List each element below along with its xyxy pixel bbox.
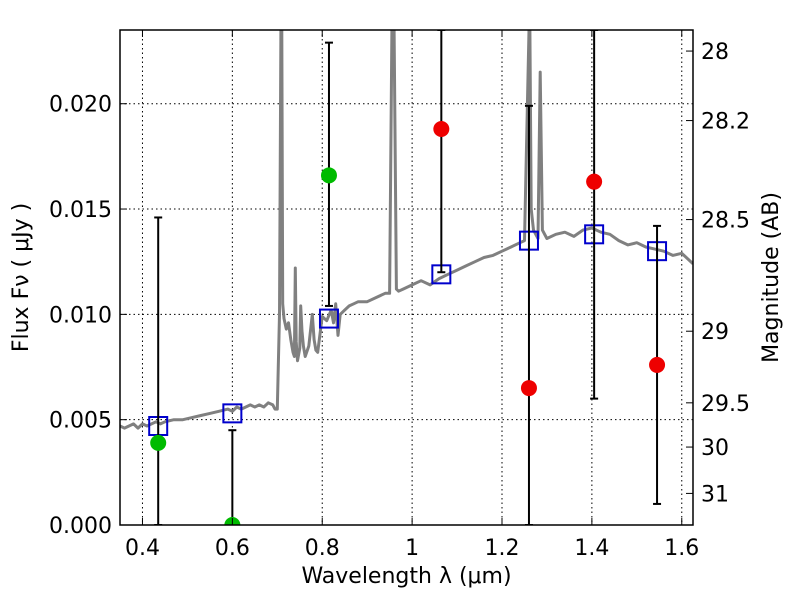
- y2-tick-label: 31: [701, 482, 729, 507]
- y2-tick-label: 28.5: [701, 209, 750, 234]
- x-tick-label: 1.4: [574, 536, 609, 561]
- grid-lines: [120, 30, 693, 526]
- x-axis: 0.4 0.6 0.8 1 1.2 1.4 1.6: [125, 30, 699, 561]
- model-square-point: [222, 403, 243, 424]
- y-tick-label: 0.020: [49, 93, 112, 118]
- y-axis-left: 0.000 0.005 0.010 0.015 0.020: [49, 93, 127, 539]
- photometry-circle-point: [150, 434, 167, 451]
- y-axis-label: Flux Fν ( μJy ): [9, 203, 34, 352]
- y-axis-right: 28 28.2 28.5 29 29.5 30 31: [686, 40, 750, 507]
- y2-tick-label: 30: [701, 436, 729, 461]
- y2-tick-label: 29: [701, 320, 729, 345]
- model-square-point: [318, 308, 339, 329]
- x-tick-label: 0.4: [125, 536, 160, 561]
- y-tick-label: 0.005: [49, 409, 112, 434]
- x-tick-label: 0.8: [305, 536, 340, 561]
- y2-tick-label: 28: [701, 40, 729, 65]
- x-axis-label: Wavelength λ (μm): [301, 564, 511, 589]
- y-tick-label: 0.010: [49, 303, 112, 328]
- photometry-circle-point: [320, 167, 337, 184]
- x-tick-label: 1.6: [664, 536, 699, 561]
- plot-frame: [119, 29, 694, 526]
- x-tick-label: 1.2: [485, 536, 520, 561]
- y-tick-label: 0.015: [49, 198, 112, 223]
- photometry-circle-point: [649, 356, 666, 373]
- spectrum-line: [120, 30, 693, 430]
- y-tick-label: 0.000: [49, 514, 112, 539]
- y2-tick-label: 28.2: [701, 110, 750, 135]
- x-tick-label: 1: [405, 536, 419, 561]
- y2-axis-label: Magnitude (AB): [759, 192, 784, 363]
- plot-area: [120, 30, 693, 525]
- y2-tick-label: 29.5: [701, 392, 750, 417]
- photometry-circle-point: [520, 380, 537, 397]
- photometry-circle-point: [586, 173, 603, 190]
- photometry-circle-point: [433, 121, 450, 137]
- x-tick-label: 0.6: [215, 536, 250, 561]
